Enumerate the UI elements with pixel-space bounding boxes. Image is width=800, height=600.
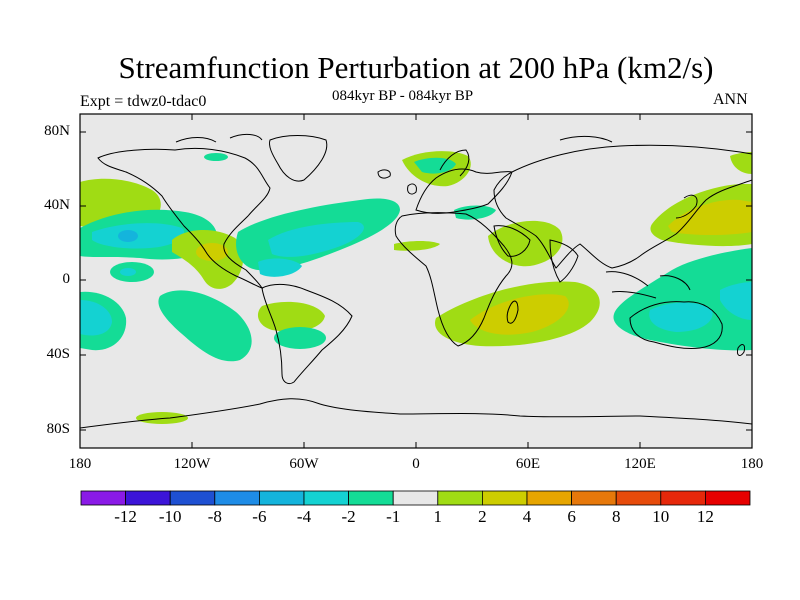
contour-australia-core: [649, 302, 713, 332]
lon-label-60w: 60W: [289, 456, 319, 472]
coast-arabia: [493, 225, 531, 257]
coast-japan: [675, 194, 698, 219]
contour-wpac-negative: [613, 248, 752, 351]
coast-madagascar: [506, 300, 519, 324]
colorbar-box-8: [437, 490, 483, 506]
colorbar-label-10: 6: [567, 507, 576, 526]
season-label: ANN: [713, 91, 748, 108]
contour-arctic-positive: [730, 152, 752, 174]
map-title: Streamfunction Perturbation at 200 hPa (…: [118, 50, 714, 85]
map-plot-area: [80, 114, 752, 448]
colorbar-box-7: [392, 490, 439, 506]
colorbar-label-0: -12: [114, 507, 137, 526]
colorbar-box-4: [258, 490, 305, 506]
coast-africa: [394, 212, 513, 347]
colorbar: [80, 490, 751, 506]
contour-greenland-negative: [204, 153, 228, 161]
colorbar-box-11: [571, 490, 617, 506]
coast-australia: [629, 301, 723, 349]
contour-siberia-neutral: [562, 159, 622, 177]
contour-mexico-core: [196, 243, 228, 261]
lat-label-40n: 40N: [44, 197, 70, 213]
colorbar-label-11: 8: [611, 507, 621, 526]
lon-tick-marks: [191, 114, 641, 448]
coast-indonesia: [605, 271, 691, 299]
lat-label-80s: 80S: [46, 421, 70, 437]
lon-label-60e: 60E: [515, 456, 541, 472]
coast-north-america: [97, 147, 271, 289]
coastlines: [80, 133, 752, 429]
lon-label-180w: 180: [68, 456, 92, 472]
lon-label-120w: 120W: [173, 456, 211, 472]
colorbar-box-6: [348, 490, 394, 506]
coast-uk-iceland: [377, 169, 417, 195]
colorbar-label-9: 4: [522, 507, 532, 526]
colorbar-box-14: [705, 490, 751, 506]
contour-nafrica-positive: [394, 241, 440, 251]
colorbar-box-2: [169, 490, 216, 506]
colorbar-box-12: [615, 490, 662, 506]
colorbar-box-10: [526, 490, 572, 506]
colorbar-label-8: 2: [478, 507, 487, 526]
colorbar-box-3: [214, 490, 260, 506]
contour-wpac-core: [720, 282, 752, 320]
coast-scandinavia: [439, 149, 470, 177]
contour-southern-positive: [136, 412, 188, 424]
lat-tick-marks: [80, 131, 752, 431]
colorbar-label-7: 1: [433, 507, 443, 526]
coast-south-america: [261, 283, 353, 385]
coast-new-zealand: [737, 344, 745, 356]
colorbar-label-5: -2: [341, 507, 356, 526]
lon-label-120e: 120E: [624, 456, 656, 472]
coast-antarctica: [80, 398, 752, 429]
coast-asia: [493, 144, 752, 269]
contour-trop-pac-min: [118, 230, 138, 242]
colorbar-box-5: [303, 490, 349, 506]
contour-sindian-core: [470, 294, 569, 335]
colorbar-label-1: -10: [158, 507, 182, 526]
contour-med-negative: [454, 205, 496, 220]
coast-greenland: [269, 135, 328, 182]
colorbar-label-2: -8: [207, 507, 222, 526]
colorbar-box-0: [80, 490, 126, 506]
colorbar-box-9: [481, 490, 528, 506]
contour-spac-central: [158, 290, 252, 362]
coast-arctic-islands: [175, 133, 613, 143]
lat-label-eq: 0: [62, 271, 71, 287]
lat-label-80n: 80N: [44, 123, 70, 139]
colorbar-label-12: 10: [652, 507, 670, 526]
contour-carib-core: [258, 258, 302, 277]
colorbar-label-4: -4: [296, 507, 312, 526]
contour-trop-pac-core: [92, 223, 185, 249]
map-subtitle: 084kyr BP - 084kyr BP: [332, 88, 474, 104]
lon-label-0: 0: [412, 456, 420, 472]
coast-india: [549, 239, 579, 283]
contour-natl-core: [268, 222, 364, 257]
lat-label-40s: 40S: [46, 346, 70, 362]
experiment-label: Expt = tdwz0-tdac0: [80, 93, 207, 110]
colorbar-label-3: -6: [252, 507, 267, 526]
lon-label-180e: 180: [740, 456, 764, 472]
contour-satl-negative: [274, 327, 326, 349]
contour-chile-positive: [257, 301, 325, 332]
colorbar-label-13: 12: [696, 507, 714, 526]
colorbar-label-6: -1: [386, 507, 401, 526]
contour-nwpac-core: [668, 199, 752, 235]
contour-spac-west-core: [80, 300, 112, 336]
colorbar-box-1: [125, 490, 171, 506]
contour-small-pac-core: [120, 268, 136, 276]
colorbar-box-13: [660, 490, 706, 506]
